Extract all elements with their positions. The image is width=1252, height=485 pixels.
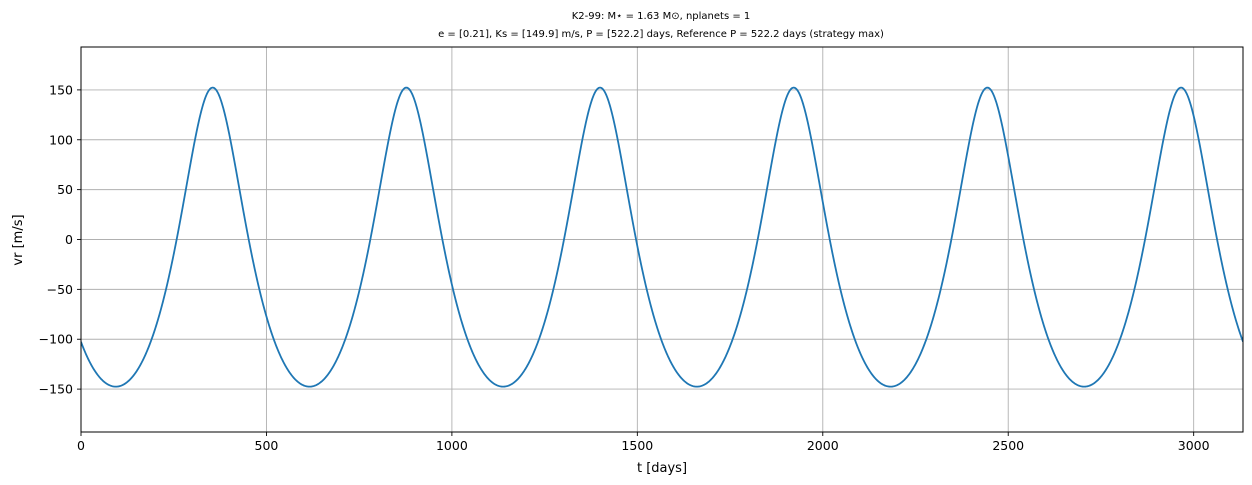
x-tick-label: 1000 [436, 438, 468, 453]
y-tick-label: 50 [57, 182, 73, 197]
y-tick-label: 150 [49, 82, 73, 97]
x-axis-label: t [days] [637, 461, 687, 476]
ticks-layer: 0 500 1000 1500 2000 2500 3000 −150 −100 −50 0 50 10… [39, 82, 1210, 453]
y-axis-label: vr [m/s] [11, 214, 26, 265]
rv-curve-line [81, 86, 1243, 388]
y-tick-label: 0 [65, 232, 73, 247]
x-tick-label: 2500 [992, 438, 1024, 453]
x-tick-label: 500 [255, 438, 279, 453]
plot-frame [80, 46, 1244, 433]
y-tick-label: −50 [47, 282, 73, 297]
x-tick-label: 0 [77, 438, 85, 453]
y-tick-label: −100 [39, 332, 73, 347]
grid [80, 47, 1243, 432]
x-tick-label: 2000 [807, 438, 839, 453]
y-tick-label: 100 [49, 132, 73, 147]
chart-title-line-2: e = [0.21], Ks = [149.9] m/s, P = [522.2… [438, 29, 884, 40]
x-tick-label: 1500 [621, 438, 653, 453]
series-layer [81, 86, 1243, 388]
x-tick-label: 3000 [1178, 438, 1210, 453]
y-tick-label: −150 [39, 382, 73, 397]
chart-title-line-1: K2-99: M⋆ = 1.63 M⊙, nplanets = 1 [572, 11, 751, 22]
